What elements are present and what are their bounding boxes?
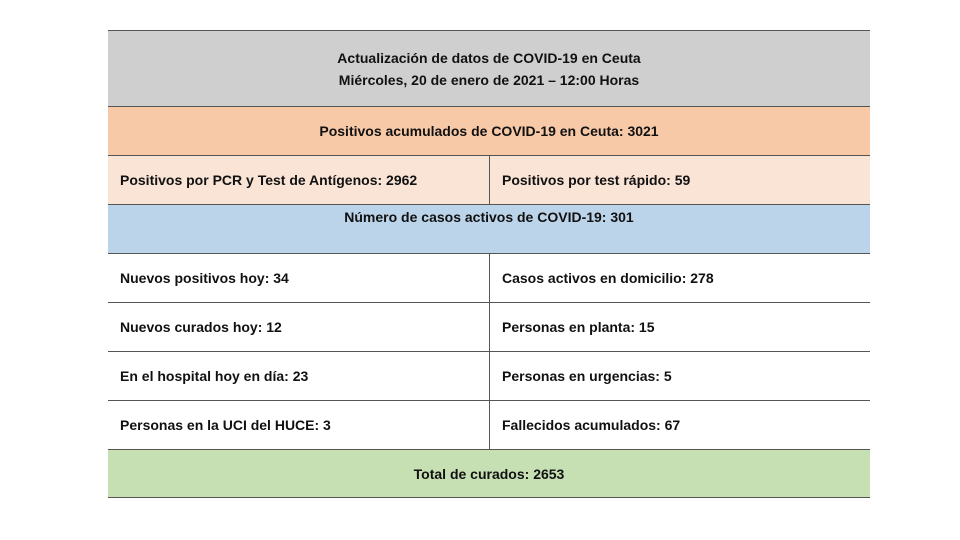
- rapid-test-positives: Positivos por test rápido: 59: [489, 156, 870, 204]
- ward-patients: Personas en planta: 15: [489, 303, 870, 351]
- covid-report-table: Actualización de datos de COVID-19 en Ce…: [108, 30, 870, 498]
- total-recovered: Total de curados: 2653: [413, 465, 565, 482]
- home-active-cases: Casos activos en domicilio: 278: [489, 254, 870, 302]
- accumulated-deaths: Fallecidos acumulados: 67: [489, 401, 870, 449]
- table-row: Nuevos positivos hoy: 34 Casos activos e…: [108, 254, 870, 303]
- new-recovered: Nuevos curados hoy: 12: [120, 319, 282, 335]
- table-row: Personas en la UCI del HUCE: 3 Fallecido…: [108, 401, 870, 450]
- accumulated-positives-row: Positivos acumulados de COVID-19 en Ceut…: [108, 107, 870, 156]
- new-positives: Nuevos positivos hoy: 34: [120, 270, 289, 286]
- active-cases-row: Número de casos activos de COVID-19: 301: [108, 205, 870, 254]
- header-cell: Actualización de datos de COVID-19 en Ce…: [108, 31, 870, 106]
- total-recovered-row: Total de curados: 2653: [108, 450, 870, 497]
- report-title: Actualización de datos de COVID-19 en Ce…: [337, 49, 641, 66]
- positives-breakdown-row: Positivos por PCR y Test de Antígenos: 2…: [108, 156, 870, 205]
- hospitalized-today: En el hospital hoy en día: 23: [120, 368, 309, 384]
- emergency-patients: Personas en urgencias: 5: [489, 352, 870, 400]
- report-date: Miércoles, 20 de enero de 2021 – 12:00 H…: [338, 71, 640, 88]
- active-cases: Número de casos activos de COVID-19: 301: [344, 209, 634, 225]
- table-row: En el hospital hoy en día: 23 Personas e…: [108, 352, 870, 401]
- table-row: Nuevos curados hoy: 12 Personas en plant…: [108, 303, 870, 352]
- accumulated-positives: Positivos acumulados de COVID-19 en Ceut…: [319, 123, 659, 139]
- icu-patients: Personas en la UCI del HUCE: 3: [120, 417, 331, 433]
- pcr-positives: Positivos por PCR y Test de Antígenos: 2…: [120, 172, 418, 188]
- report-header: Actualización de datos de COVID-19 en Ce…: [108, 31, 870, 107]
